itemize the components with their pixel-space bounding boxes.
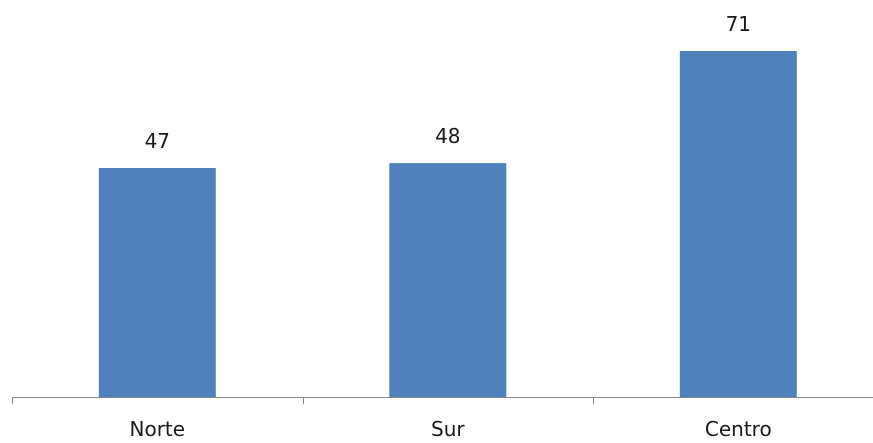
x-axis: [12, 397, 873, 404]
data-label-sur: 48: [435, 124, 460, 148]
tick-label-norte: Norte: [130, 417, 186, 441]
data-label-centro: 71: [726, 12, 751, 36]
tick-label-sur: Sur: [431, 417, 465, 441]
bar-sur: [389, 163, 507, 397]
tick-label-centro: Centro: [705, 417, 772, 441]
bars-group: [98, 51, 797, 397]
data-label-norte: 47: [145, 129, 170, 153]
data-labels-group: 47 48 71: [145, 12, 751, 153]
bar-norte: [98, 168, 216, 397]
x-axis-tick-labels: Norte Sur Centro: [130, 417, 772, 441]
bar-centro: [679, 51, 797, 397]
